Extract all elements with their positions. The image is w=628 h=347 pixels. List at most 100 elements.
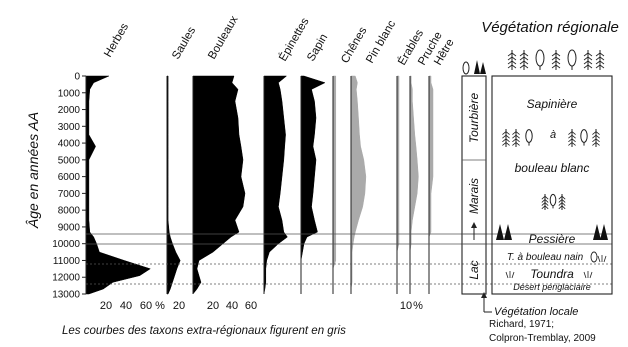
branch [515,131,520,135]
footnote: Les courbes des taxons extra-régionaux f… [62,325,346,337]
taxon-label: Herbes [102,21,131,59]
branch [551,52,557,57]
branch [558,202,563,206]
branch [592,142,597,146]
regional-zone-pessiere: Pessière [529,232,576,246]
branch [507,64,513,69]
branch [595,134,600,139]
regional-zone-bouleau-blanc: bouleau blanc [515,161,590,175]
shrub-icon [603,255,607,263]
curve-2 [166,75,181,295]
branch [551,60,557,65]
y-tick-label: 1000 [58,88,81,99]
branch [595,142,600,146]
branch [568,138,573,143]
x-tick-label: 60 [140,300,152,312]
branch [502,134,507,139]
x-tick-label: 20 [100,300,112,312]
x-tick-label: 60 [245,300,257,312]
branch [523,56,529,61]
branch [551,56,557,61]
regional-zone-a: à [550,129,556,141]
branch [502,131,507,135]
branch [541,202,546,206]
branch [555,56,561,61]
branch [599,60,605,65]
branch [561,199,566,203]
x-tick-labels: 20 40 60% 20 20 40 60 10% [100,300,423,312]
deciduous-tree-icon [549,193,557,207]
regional-zone-desert-periglaciaire: Désert périglaciaire [513,282,591,292]
branch [541,199,546,203]
branch [544,205,549,210]
branch [599,56,605,61]
branch [507,56,513,61]
branch [595,60,601,65]
y-tick-label: 11000 [53,256,81,267]
branch [595,64,601,69]
shrub-icon [597,255,601,263]
branch [512,131,517,135]
branch [544,195,549,200]
regional-vegetation-title: Végétation régionale [481,19,619,36]
branch [587,56,593,61]
branch [515,142,520,146]
y-tick-label: 8000 [58,206,81,217]
y-tick-label: 12000 [52,273,80,284]
branch [568,142,573,146]
x-tick-label: % [413,300,423,312]
branch [505,138,510,143]
branch [568,134,573,139]
y-tick-label: 3000 [58,122,81,133]
branch [561,202,566,206]
y-axis-title: Âge en années AA [25,112,41,229]
y-tick-label: 9000 [58,222,81,233]
branch [592,138,597,143]
regional-vegetation-column: Végétation régionale Sapinière à bouleau… [481,19,619,295]
curve-10 [428,75,434,294]
branch [541,195,546,200]
branch [561,205,566,210]
branch [519,60,525,65]
conifer-icon [474,60,480,74]
branch [583,60,589,65]
regional-zone-toundra-bouleau-nain: T. à bouleau nain [507,252,584,263]
x-tick-label: % [155,300,165,312]
branch [512,142,517,146]
shrub-icon [505,271,509,279]
branch [558,205,563,210]
x-tick-label: 20 [173,300,185,312]
y-tick-label: 4000 [58,139,81,150]
branch [587,52,593,57]
curve-9 [409,75,419,294]
branch [511,52,517,57]
branch [512,138,517,143]
deciduous-tree-icon [567,49,577,67]
branch [544,202,549,206]
branch [583,64,589,69]
branch [571,142,576,146]
pollen-curves [85,75,434,295]
branch [511,56,517,61]
curve-4 [263,75,288,295]
branch [511,64,517,69]
branch [555,60,561,65]
branch [568,131,573,135]
branch [558,199,563,203]
source-line-1: Richard, 1971; [489,319,554,330]
branch [511,60,517,65]
branch [544,199,549,203]
zone-boundaries [86,233,612,285]
branch [599,52,605,57]
branch [595,56,601,61]
spruce-icon [504,224,512,240]
branch [523,60,529,65]
branch [507,60,513,65]
branch [502,142,507,146]
y-axis: 0 1000 2000 3000 4000 5000 6000 7000 8000 9000 100… [52,72,87,301]
branch [523,52,529,57]
branch [507,52,513,57]
local-vegetation-label: Végétation locale [494,306,578,318]
